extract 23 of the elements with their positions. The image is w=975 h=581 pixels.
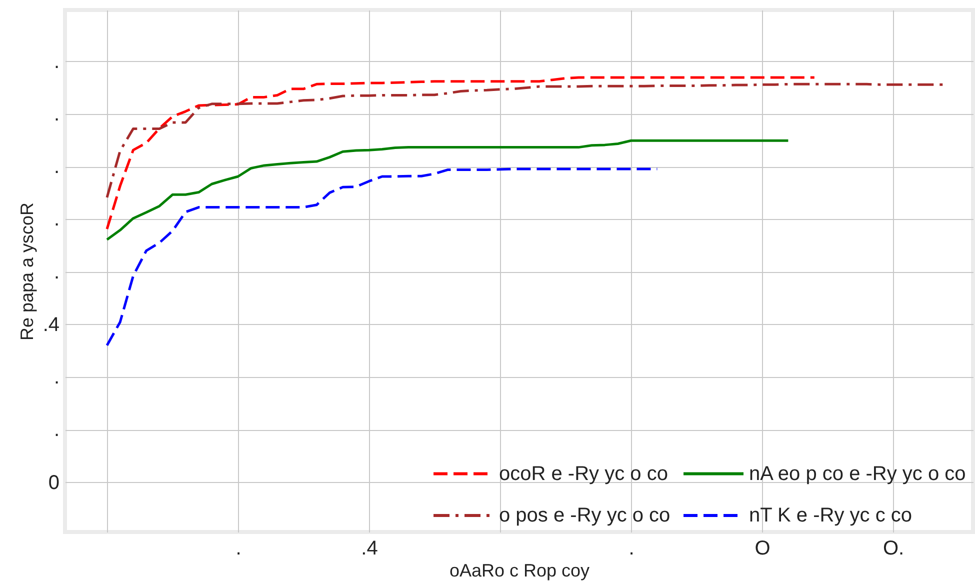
legend-label: ocoR e -Ry yc o co <box>499 462 668 485</box>
x-tick-label: . <box>236 538 242 560</box>
line-series <box>106 139 790 241</box>
x-axis-title: oAaRo c Rop coy <box>449 560 590 580</box>
y-tick-label: . <box>54 366 60 389</box>
line-series <box>106 76 816 230</box>
line-series <box>106 168 658 347</box>
y-tick-label: 0 <box>48 472 60 494</box>
y-tick-label: . <box>54 419 60 442</box>
y-tick-label: .4 <box>42 314 60 336</box>
legend-label: o pos e -Ry yc o co <box>499 504 670 526</box>
y-axis-title: Re papa a yscoR <box>16 202 37 341</box>
y-tick-label: . <box>54 208 60 231</box>
y-tick-label: . <box>54 50 60 73</box>
x-tick-label: . <box>628 538 634 560</box>
y-tick-label: . <box>54 156 60 178</box>
y-tick-label: . <box>54 104 60 126</box>
legend-label: nT K e -Ry yc c co <box>749 504 912 526</box>
x-tick-label: O. <box>882 538 904 560</box>
x-tick-label: .4 <box>361 538 378 560</box>
legend-label: nA eo p co e -Ry yc o co <box>749 462 966 485</box>
x-tick-label: O <box>754 538 770 560</box>
y-tick-label: . <box>54 261 60 284</box>
